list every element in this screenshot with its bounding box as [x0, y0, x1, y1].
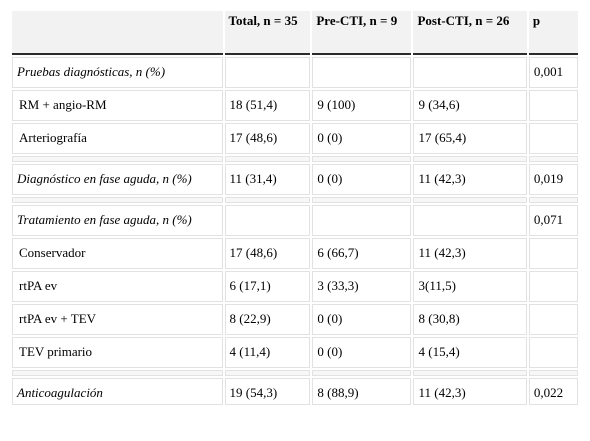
- cell-pre-cti: 6 (66,7): [312, 238, 412, 269]
- cell-label: Diagnóstico en fase aguda, n (%): [12, 164, 223, 195]
- data-table: Total, n = 35 Pre-CTI, n = 9 Post-CTI, n…: [10, 9, 580, 407]
- cell-pre-cti: [312, 370, 412, 376]
- section-row: Anticoagulación 19 (54,3) 8 (88,9) 11 (42,3…: [12, 378, 578, 405]
- cell-label: Conservador: [12, 238, 223, 269]
- cell-post-cti: 11 (42,3): [413, 378, 527, 405]
- table-header: Total, n = 35 Pre-CTI, n = 9 Post-CTI, n…: [12, 11, 578, 55]
- header-cell-post-cti: Post-CTI, n = 26: [413, 11, 527, 55]
- cell-label: Anticoagulación: [12, 378, 223, 405]
- cell-post-cti: 17 (65,4): [413, 123, 527, 154]
- cell-p-value: [528, 337, 578, 368]
- cell-label: [12, 370, 223, 376]
- cell-label: rtPA ev: [12, 271, 223, 302]
- cell-total: 17 (48,6): [224, 123, 311, 154]
- cell-pre-cti: 0 (0): [312, 123, 412, 154]
- cell-p-value: 0,001: [528, 57, 578, 88]
- cell-label: [12, 197, 223, 203]
- cell-p-value: [528, 156, 578, 162]
- cell-total: 6 (17,1): [224, 271, 311, 302]
- cell-pre-cti: 3 (33,3): [312, 271, 412, 302]
- cell-total: [224, 197, 311, 203]
- spacer-row: [12, 370, 578, 376]
- section-row: Pruebas diagnósticas, n (%) 0,001: [12, 57, 578, 88]
- cell-pre-cti: 0 (0): [312, 337, 412, 368]
- cell-total: 4 (11,4): [224, 337, 311, 368]
- cell-pre-cti: 9 (100): [312, 90, 412, 121]
- header-cell-p: p: [528, 11, 578, 55]
- header-cell-pre-cti: Pre-CTI, n = 9: [312, 11, 412, 55]
- table-row: Arteriografía 17 (48,6) 0 (0) 17 (65,4): [12, 123, 578, 154]
- cell-post-cti: [413, 57, 527, 88]
- table-row: RM + angio-RM 18 (51,4) 9 (100) 9 (34,6): [12, 90, 578, 121]
- cell-total: [224, 370, 311, 376]
- cell-label: rtPA ev + TEV: [12, 304, 223, 335]
- cell-p-value: [528, 123, 578, 154]
- header-cell-total: Total, n = 35: [224, 11, 311, 55]
- cell-label: [12, 156, 223, 162]
- cell-post-cti: 11 (42,3): [413, 164, 527, 195]
- cell-post-cti: 9 (34,6): [413, 90, 527, 121]
- header-row: Total, n = 35 Pre-CTI, n = 9 Post-CTI, n…: [12, 11, 578, 55]
- cell-pre-cti: 8 (88,9): [312, 378, 412, 405]
- cell-pre-cti: [312, 156, 412, 162]
- spacer-row: [12, 156, 578, 162]
- cell-label: Arteriografía: [12, 123, 223, 154]
- cell-p-value: [528, 238, 578, 269]
- cell-total: 19 (54,3): [224, 378, 311, 405]
- cell-post-cti: [413, 205, 527, 236]
- cell-total: 18 (51,4): [224, 90, 311, 121]
- cell-post-cti: [413, 370, 527, 376]
- table-row: TEV primario 4 (11,4) 0 (0) 4 (15,4): [12, 337, 578, 368]
- cell-pre-cti: [312, 57, 412, 88]
- table-row: rtPA ev + TEV 8 (22,9) 0 (0) 8 (30,8): [12, 304, 578, 335]
- cell-p-value: [528, 271, 578, 302]
- cell-label: Tratamiento en fase aguda, n (%): [12, 205, 223, 236]
- section-row: Tratamiento en fase aguda, n (%) 0,071: [12, 205, 578, 236]
- cell-p-value: [528, 370, 578, 376]
- table-container: Total, n = 35 Pre-CTI, n = 9 Post-CTI, n…: [10, 9, 580, 407]
- cell-p-value: 0,022: [528, 378, 578, 405]
- cell-p-value: [528, 197, 578, 203]
- cell-total: 17 (48,6): [224, 238, 311, 269]
- cell-pre-cti: 0 (0): [312, 304, 412, 335]
- cell-p-value: 0,019: [528, 164, 578, 195]
- cell-p-value: 0,071: [528, 205, 578, 236]
- cell-pre-cti: [312, 197, 412, 203]
- cell-post-cti: 11 (42,3): [413, 238, 527, 269]
- cell-total: 8 (22,9): [224, 304, 311, 335]
- cell-post-cti: 8 (30,8): [413, 304, 527, 335]
- cell-label: Pruebas diagnósticas, n (%): [12, 57, 223, 88]
- cell-pre-cti: 0 (0): [312, 164, 412, 195]
- cell-label: RM + angio-RM: [12, 90, 223, 121]
- cell-p-value: [528, 90, 578, 121]
- cell-label: TEV primario: [12, 337, 223, 368]
- cell-total: 11 (31,4): [224, 164, 311, 195]
- cell-total: [224, 156, 311, 162]
- header-cell-empty: [12, 11, 223, 55]
- cell-post-cti: [413, 197, 527, 203]
- cell-total: [224, 57, 311, 88]
- spacer-row: [12, 197, 578, 203]
- table-body: Pruebas diagnósticas, n (%) 0,001 RM + ang…: [12, 57, 578, 405]
- cell-p-value: [528, 304, 578, 335]
- section-row: Diagnóstico en fase aguda, n (%) 11 (31,4…: [12, 164, 578, 195]
- cell-pre-cti: [312, 205, 412, 236]
- cell-post-cti: 4 (15,4): [413, 337, 527, 368]
- cell-total: [224, 205, 311, 236]
- cell-post-cti: [413, 156, 527, 162]
- cell-post-cti: 3(11,5): [413, 271, 527, 302]
- table-row: rtPA ev 6 (17,1) 3 (33,3) 3(11,5): [12, 271, 578, 302]
- table-row: Conservador 17 (48,6) 6 (66,7) 11 (42,3): [12, 238, 578, 269]
